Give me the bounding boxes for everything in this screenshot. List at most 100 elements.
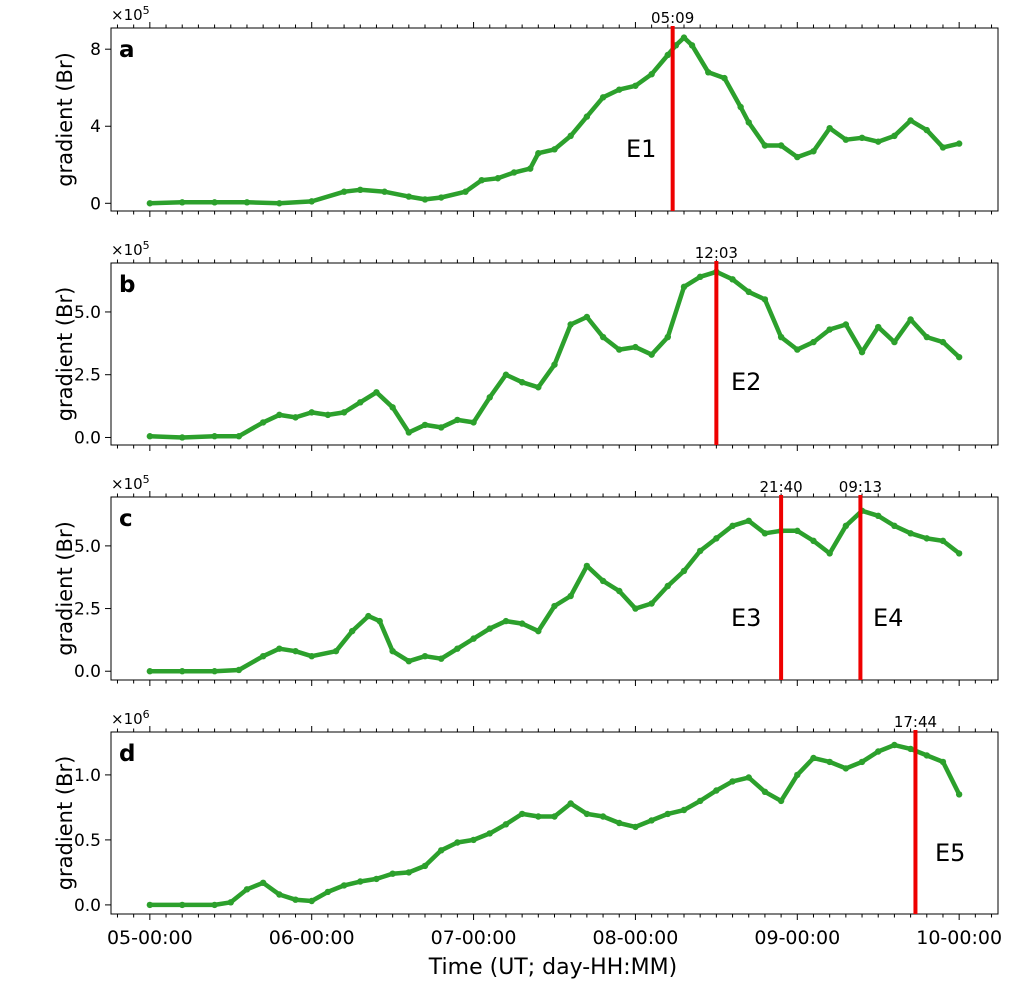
series-line	[149, 35, 960, 206]
y-multiplier: ×105	[111, 4, 150, 24]
data-point	[340, 882, 348, 889]
data-point	[810, 338, 817, 346]
data-point	[179, 668, 186, 675]
y-tick-label: 0.5	[74, 831, 101, 851]
data-point	[842, 522, 850, 530]
data-point	[373, 389, 380, 396]
data-point	[664, 582, 672, 590]
data-point	[761, 788, 769, 795]
panel-letter: d	[119, 741, 135, 767]
data-point	[437, 847, 445, 854]
data-point	[713, 535, 720, 542]
data-point	[745, 517, 752, 525]
data-point	[955, 353, 963, 361]
data-point	[858, 134, 866, 141]
data-point	[276, 891, 283, 898]
y-tick-label: 0.0	[74, 896, 101, 916]
data-point	[502, 617, 510, 625]
y-multiplier: ×105	[111, 239, 150, 259]
data-point	[875, 323, 882, 331]
data-point	[211, 433, 218, 440]
data-point	[421, 652, 429, 660]
data-point	[340, 188, 348, 195]
data-point	[875, 138, 882, 145]
data-point	[502, 371, 510, 378]
data-point	[389, 647, 396, 655]
data-point	[567, 800, 574, 807]
y-tick-label: 5.0	[74, 537, 101, 557]
data-point	[583, 810, 591, 818]
data-point	[567, 132, 574, 140]
data-point	[664, 333, 672, 341]
data-point	[794, 153, 801, 161]
x-tick-label: 08-00:00	[593, 927, 679, 949]
data-point	[761, 530, 769, 537]
data-point	[276, 411, 283, 419]
data-point	[470, 836, 477, 844]
data-point	[146, 433, 154, 440]
panel-letter: b	[119, 272, 135, 298]
series-line	[149, 508, 961, 674]
data-point	[599, 813, 607, 820]
data-point	[696, 273, 704, 281]
x-tick-label: 06-00:00	[269, 927, 355, 949]
data-point	[227, 899, 234, 906]
data-point	[696, 797, 704, 805]
data-point	[454, 839, 461, 846]
plot-frame	[110, 262, 999, 446]
data-point	[680, 567, 688, 575]
series-markers	[146, 268, 963, 441]
data-point	[332, 647, 340, 655]
data-point	[437, 194, 445, 201]
data-point	[729, 522, 736, 530]
data-point	[510, 169, 518, 176]
data-point	[907, 316, 914, 323]
y-multiplier: ×105	[111, 473, 150, 493]
data-point	[842, 321, 850, 328]
y-axis-label: gradient (Br)	[53, 756, 77, 891]
data-point	[907, 745, 914, 753]
data-point	[518, 810, 526, 818]
data-point	[486, 625, 493, 632]
data-point	[858, 758, 866, 766]
data-point	[794, 527, 801, 535]
data-point	[437, 424, 445, 431]
data-point	[632, 82, 639, 89]
event-time-label: 09:13	[839, 478, 882, 496]
data-point	[421, 196, 429, 203]
y-tick-label: 0.0	[74, 428, 101, 448]
data-point	[745, 774, 752, 781]
data-point	[721, 74, 728, 82]
data-point	[357, 186, 364, 194]
y-tick-label: 2.5	[74, 366, 101, 386]
data-point	[567, 592, 574, 600]
data-point	[616, 346, 623, 353]
data-point	[923, 535, 930, 542]
data-point	[875, 512, 882, 520]
data-point	[810, 148, 817, 155]
data-point	[405, 429, 413, 436]
data-point	[777, 333, 785, 341]
data-point	[551, 361, 558, 368]
data-point	[939, 338, 947, 346]
event-label-e3: E3	[731, 604, 761, 632]
data-point	[891, 741, 898, 749]
data-point	[211, 668, 218, 675]
data-point	[308, 897, 315, 905]
data-point	[324, 411, 332, 419]
x-ticks	[116, 491, 993, 686]
series-markers	[146, 34, 963, 207]
data-point	[777, 797, 785, 805]
data-point	[235, 433, 243, 440]
data-point	[939, 537, 947, 545]
data-point	[648, 600, 655, 607]
data-point	[470, 635, 477, 642]
y-axis-label: gradient (Br)	[53, 52, 77, 187]
data-point	[664, 51, 672, 59]
data-point	[842, 765, 850, 772]
data-point	[535, 627, 542, 635]
plot-frame	[110, 27, 999, 212]
event-label-e4: E4	[873, 604, 903, 632]
data-point	[583, 562, 591, 570]
